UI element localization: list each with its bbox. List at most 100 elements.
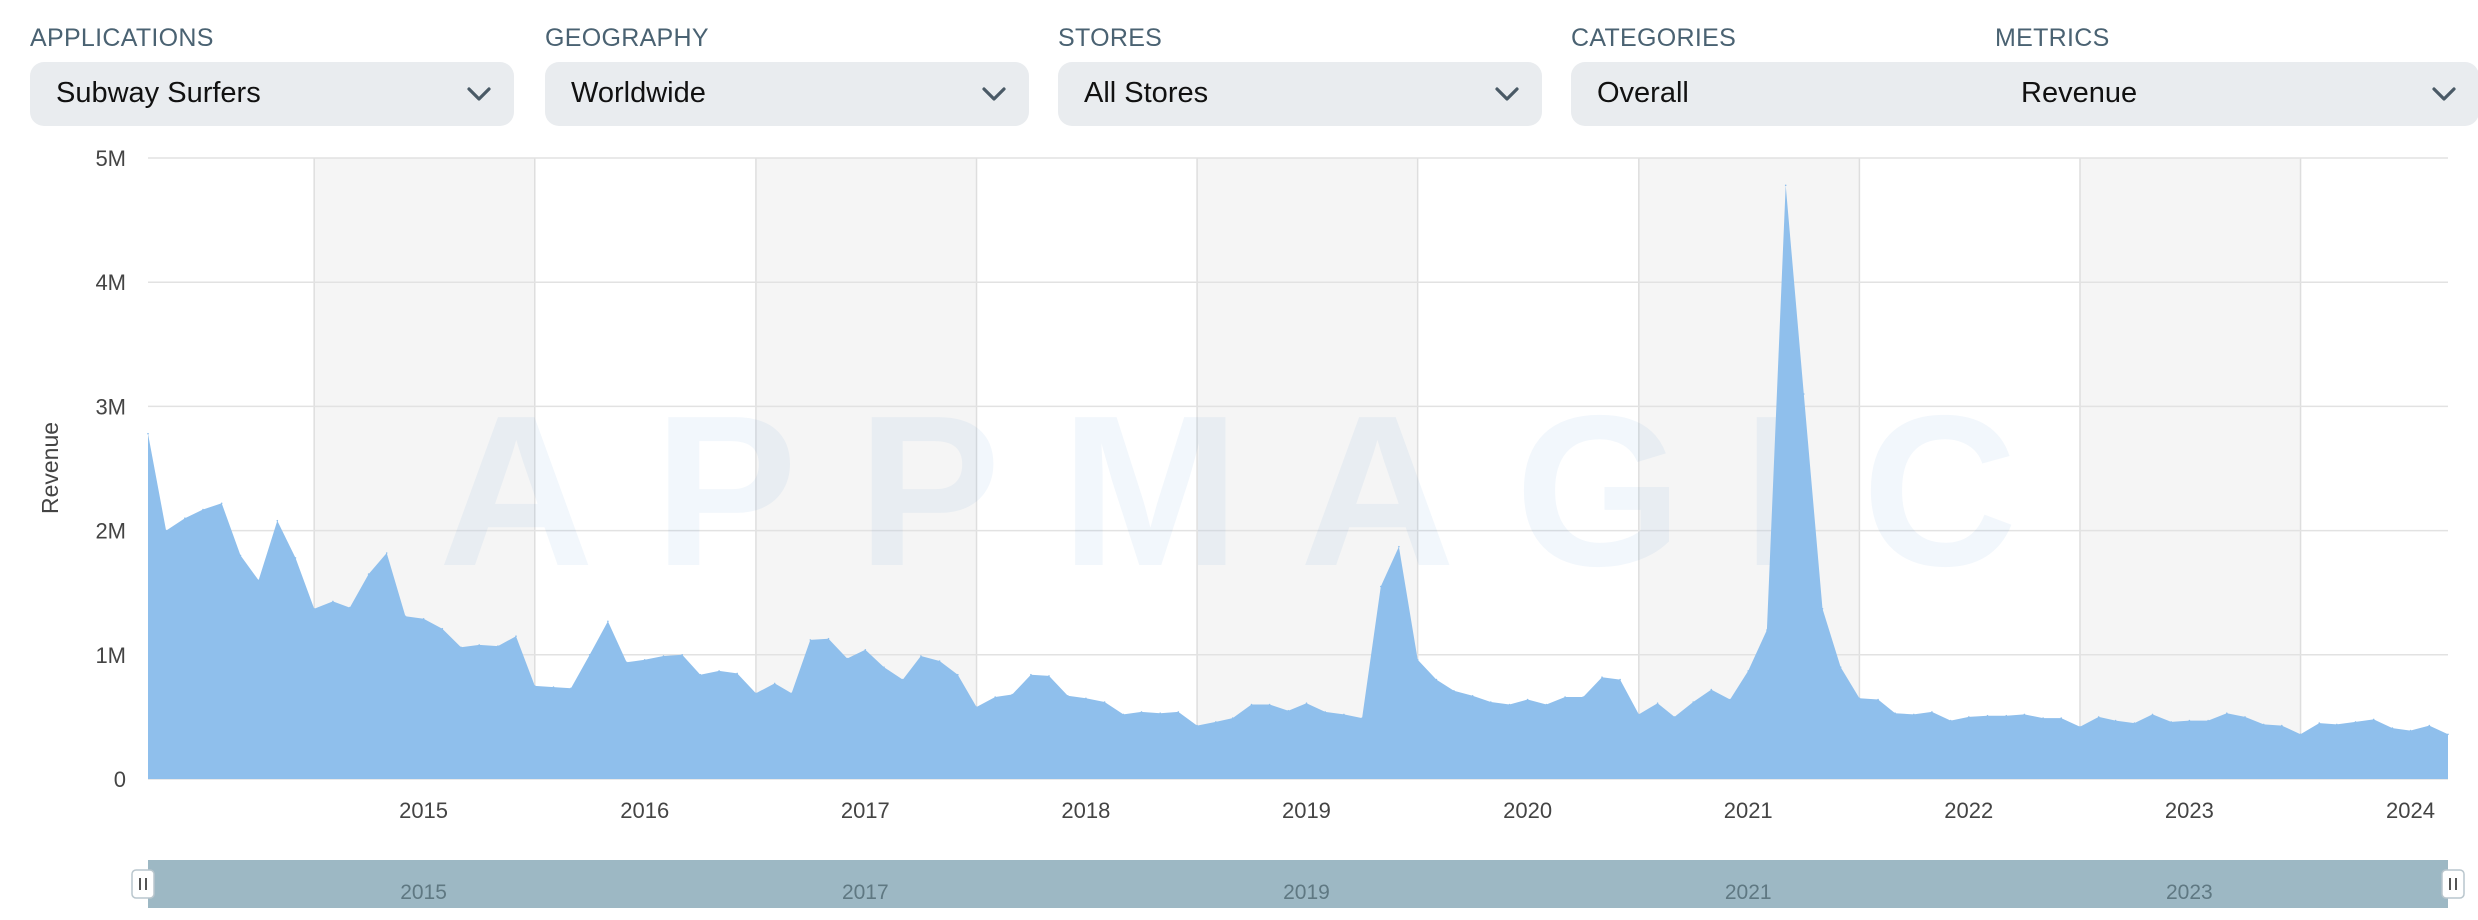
data-point	[1305, 702, 1308, 704]
chevron-down-icon	[2432, 87, 2456, 101]
data-point	[276, 519, 279, 522]
data-point	[1140, 711, 1143, 713]
data-point	[257, 579, 260, 582]
data-point	[1803, 393, 1805, 395]
geography-filter: GEOGRAPHY Worldwide	[545, 0, 1029, 130]
data-point	[2060, 717, 2062, 719]
data-point	[2244, 716, 2246, 718]
data-point	[1048, 675, 1050, 677]
data-point	[165, 529, 167, 532]
data-point	[552, 686, 555, 688]
data-point	[2391, 727, 2394, 729]
data-point	[1231, 717, 1234, 719]
data-point	[1471, 695, 1474, 697]
left-range-handle[interactable]	[131, 869, 155, 899]
y-tick-label: 4M	[95, 270, 126, 295]
applications-select[interactable]: Subway Surfers	[30, 62, 514, 126]
data-point	[2336, 723, 2338, 726]
data-point	[1067, 695, 1069, 697]
data-point	[755, 692, 757, 695]
range-navigator[interactable]: 2015 2017 2019 2021 2023	[131, 860, 2465, 908]
navigator-tick-label: 2023	[2166, 881, 2213, 904]
data-point	[938, 660, 941, 662]
x-tick-label: 2016	[620, 798, 669, 823]
navigator-tick-label: 2017	[842, 881, 889, 904]
data-point	[718, 670, 720, 672]
chevron-down-icon	[982, 87, 1006, 101]
metrics-select[interactable]: Revenue	[1995, 62, 2478, 126]
geography-select[interactable]: Worldwide	[545, 62, 1029, 126]
applications-label: APPLICATIONS	[30, 24, 214, 52]
data-point	[699, 673, 702, 676]
data-point	[1490, 701, 1492, 703]
data-point	[239, 554, 242, 557]
data-point	[460, 646, 462, 649]
categories-label: CATEGORIES	[1571, 24, 1737, 52]
data-point	[1858, 697, 1861, 700]
data-point	[1821, 608, 1824, 610]
x-tick-label: 2015	[399, 798, 448, 823]
data-point	[515, 635, 517, 637]
data-point	[497, 645, 499, 647]
metrics-filter: METRICS Revenue	[1995, 0, 2478, 130]
data-point	[2428, 724, 2431, 727]
data-point	[2299, 733, 2302, 736]
data-point	[1545, 703, 1548, 706]
data-point	[1766, 629, 1768, 631]
data-point	[2079, 726, 2081, 728]
data-point	[349, 606, 351, 609]
y-tick-label: 5M	[95, 146, 126, 171]
geography-label: GEOGRAPHY	[545, 24, 709, 52]
data-point	[975, 706, 978, 708]
stores-select[interactable]: All Stores	[1058, 62, 1542, 126]
data-point	[1601, 676, 1603, 678]
data-point	[864, 649, 867, 651]
data-point	[1913, 713, 1915, 716]
data-point	[1582, 696, 1584, 698]
data-point	[385, 552, 388, 554]
data-point	[2262, 723, 2265, 726]
data-point	[1453, 690, 1455, 692]
stores-filter: STORES All Stores	[1058, 0, 1542, 130]
data-point	[1564, 696, 1566, 698]
x-tick-label: 2017	[841, 798, 890, 823]
data-point	[1638, 713, 1640, 716]
data-point	[790, 692, 793, 695]
data-point	[1710, 688, 1713, 691]
data-point	[1692, 701, 1694, 703]
navigator-tick-label: 2019	[1283, 881, 1330, 904]
geography-value: Worldwide	[571, 77, 706, 109]
data-point	[1380, 585, 1382, 588]
data-point	[2318, 722, 2321, 724]
y-tick-label: 1M	[95, 643, 126, 668]
data-point	[1839, 666, 1842, 668]
data-point	[607, 620, 609, 623]
right-range-handle[interactable]	[2441, 869, 2465, 899]
data-point	[332, 600, 334, 603]
data-point	[404, 615, 407, 618]
data-point	[422, 618, 425, 620]
categories-select[interactable]: Overall	[1571, 62, 2055, 126]
data-point	[1784, 184, 1787, 187]
data-point	[2170, 721, 2172, 723]
data-point	[478, 644, 481, 646]
data-point	[1747, 670, 1749, 672]
data-point	[588, 654, 591, 656]
y-tick-label: 3M	[95, 394, 126, 419]
data-point	[2207, 719, 2209, 722]
area-series	[147, 184, 2449, 780]
data-point	[809, 639, 812, 641]
data-point	[625, 661, 628, 664]
data-point	[1729, 698, 1731, 701]
data-point	[1508, 703, 1511, 706]
data-point	[220, 502, 223, 505]
data-point	[1986, 714, 1989, 717]
navigator-tick-label: 2021	[1725, 881, 1772, 904]
stores-label: STORES	[1058, 24, 1163, 52]
gridlines	[148, 157, 2448, 780]
data-point	[1877, 698, 1879, 701]
year-bands	[314, 158, 2301, 779]
navigator-tick-label: 2015	[400, 881, 447, 904]
categories-value: Overall	[1597, 77, 1689, 109]
